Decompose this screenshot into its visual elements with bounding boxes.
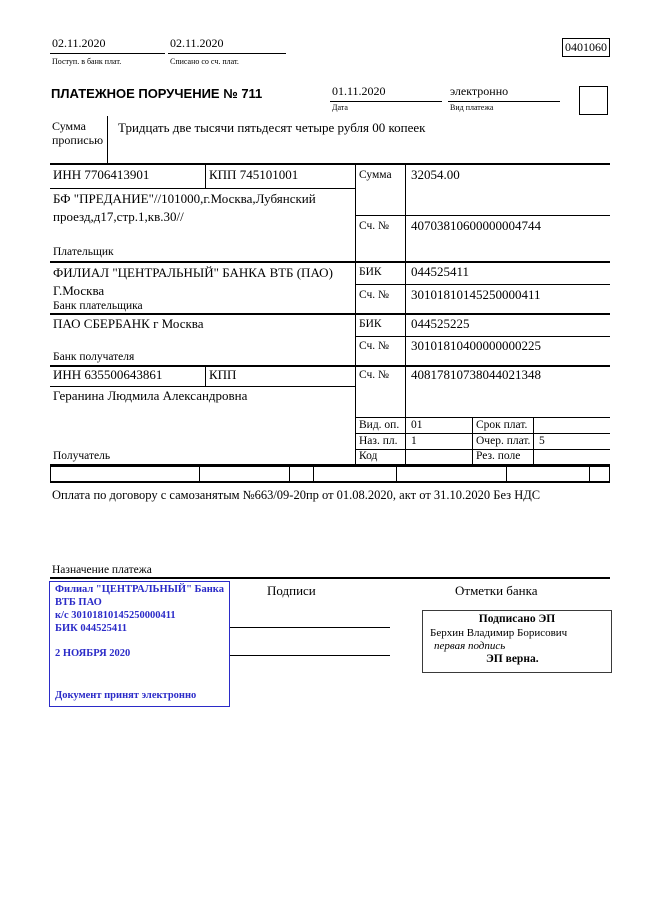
sum-label: Сумма [359, 169, 392, 181]
stamp-bank-name-line2: ВТБ ПАО [55, 597, 102, 608]
divider [50, 163, 610, 165]
payee-bank-account: 30101810400000000225 [411, 338, 541, 353]
divider [50, 313, 610, 315]
stamp-corr-account: к/с 30101810145250000411 [55, 610, 176, 621]
document-date: 01.11.2020 [330, 84, 442, 102]
received-in-bank-date: 02.11.2020 [50, 36, 165, 54]
pay-purpose-code-value: 1 [411, 435, 417, 447]
op-kind-label: Вид. оп. [359, 419, 400, 431]
signature-line [230, 655, 390, 656]
divider [107, 116, 108, 164]
payee-account-label: Сч. № [359, 369, 390, 381]
form-code-box: 0401060 [562, 38, 610, 57]
priority-value: 5 [539, 435, 545, 447]
bank-marks-title: Отметки банка [455, 583, 538, 598]
payer-bank-account-label: Сч. № [359, 289, 390, 301]
divider [355, 215, 610, 216]
debited-from-account-date: 02.11.2020 [168, 36, 286, 54]
stamp-date: 2 НОЯБРЯ 2020 [55, 648, 131, 659]
payer-bank-bik-label: БИК [359, 266, 382, 278]
payee-bank-bik-label: БИК [359, 318, 382, 330]
payer-account-label: Сч. № [359, 220, 390, 232]
divider [50, 464, 610, 466]
divider [355, 164, 356, 465]
divider [355, 336, 610, 337]
document-date-label: Дата [332, 103, 348, 112]
esign-signer-name: Берхин Владимир Борисович [430, 627, 568, 639]
divider [355, 417, 610, 418]
divider [50, 261, 610, 263]
payee-name: Геранина Людмила Александровна [53, 388, 248, 403]
payment-purpose-label: Назначение платежа [52, 564, 152, 576]
esign-signature-kind: первая подпись [434, 640, 506, 652]
divider [205, 164, 206, 188]
signatures-title: Подписи [267, 583, 316, 598]
reserve-field-label: Рез. поле [476, 450, 521, 462]
payment-kind-label: Вид платежа [450, 103, 494, 112]
stamp-bik: БИК 044525411 [55, 623, 128, 634]
payee-bank-name: ПАО СБЕРБАНК г Москва [53, 316, 204, 331]
divider [355, 284, 610, 285]
esign-title: Подписано ЭП [478, 613, 556, 625]
divider [396, 466, 397, 482]
payer-account: 40703810600000004744 [411, 218, 541, 233]
payee-kpp-label: КПП [209, 367, 237, 382]
divider [50, 188, 355, 189]
esign-verified-note: ЭП верна. [486, 653, 539, 665]
divider [205, 365, 206, 386]
received-in-bank-label: Поступ. в банк плат. [52, 57, 122, 66]
stamp-bank-name-line1: Филиал "ЦЕНТРАЛЬНЫЙ" Банка [55, 584, 224, 595]
divider [289, 466, 290, 482]
debited-from-account-label: Списано со сч. плат. [170, 57, 239, 66]
payee-account: 40817810738044021348 [411, 367, 541, 382]
payer-kpp: КПП 745101001 [209, 167, 299, 182]
divider [533, 417, 534, 465]
payer-bank-role-label: Банк плательщика [53, 300, 143, 312]
divider [50, 577, 610, 579]
status-checkbox-box [579, 86, 608, 115]
divider [50, 365, 610, 367]
divider [589, 466, 590, 482]
divider [472, 417, 473, 465]
code-label: Код [359, 450, 378, 462]
stamp-footer-note: Документ принят электронно [55, 690, 197, 701]
divider [355, 433, 610, 434]
divider [405, 164, 406, 465]
divider [506, 466, 507, 482]
payment-purpose-text: Оплата по договору с самозанятым №663/09… [52, 488, 541, 502]
bank-stamp-box [49, 581, 230, 707]
document-title: ПЛАТЕЖНОЕ ПОРУЧЕНИЕ № 711 [51, 86, 263, 101]
pay-purpose-code-label: Наз. пл. [359, 435, 398, 447]
payee-bank-bik: 044525225 [411, 316, 470, 331]
payer-role-label: Плательщик [53, 246, 114, 258]
due-date-label: Срок плат. [476, 419, 528, 431]
op-kind-value: 01 [411, 419, 423, 431]
payer-bank-name: ФИЛИАЛ "ЦЕНТРАЛЬНЫЙ" БАНКА ВТБ (ПАО) Г.М… [53, 265, 333, 298]
amount-in-words-label: Сумма прописью [52, 119, 104, 147]
payer-name: БФ "ПРЕДАНИЕ"//101000,г.Москва,Лубянский… [53, 191, 316, 224]
payer-bank-account: 30101810145250000411 [411, 287, 541, 302]
esign-box [422, 610, 612, 673]
signature-line [230, 627, 390, 628]
amount-in-words-value: Тридцать две тысячи пятьдесят четыре руб… [118, 120, 426, 135]
sum-value: 32054.00 [411, 167, 460, 182]
divider [313, 466, 314, 482]
payee-bank-role-label: Банк получателя [53, 351, 135, 363]
divider [355, 449, 610, 450]
priority-label: Очер. плат. [476, 435, 531, 447]
payee-bank-account-label: Сч. № [359, 340, 390, 352]
payer-inn: ИНН 7706413901 [53, 167, 150, 182]
divider [50, 386, 355, 387]
payee-role-label: Получатель [53, 450, 111, 462]
divider [199, 466, 200, 482]
tax-fields-row [50, 466, 610, 483]
payment-kind-value: электронно [448, 84, 560, 102]
payee-inn: ИНН 635500643861 [53, 367, 163, 382]
payer-bank-bik: 044525411 [411, 264, 470, 279]
